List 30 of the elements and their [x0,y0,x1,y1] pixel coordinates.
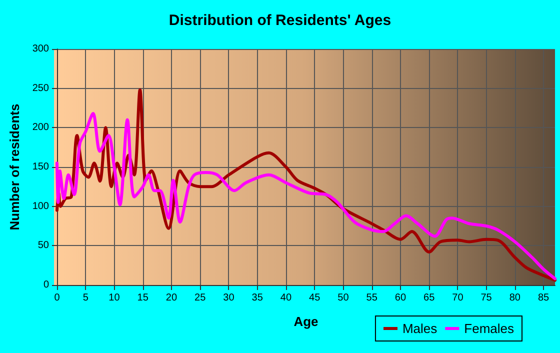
x-tick-label: 40 [280,292,292,304]
x-tick-label: 25 [194,292,206,304]
x-tick-label: 35 [252,292,264,304]
y-tick-label: 150 [32,162,50,172]
y-tick-label: 300 [32,44,50,54]
x-tick-label: 65 [424,292,436,304]
y-tick-label: 0 [43,280,50,290]
x-tick-label: 45 [309,292,321,304]
x-tick-label: 10 [108,292,120,304]
x-tick-label: 55 [366,292,378,304]
legend-label: Females [464,321,514,336]
y-tick-label: 200 [32,122,50,134]
x-tick-label: 50 [338,292,350,304]
y-tick-label: 100 [32,200,50,212]
x-tick-label: 75 [480,292,492,304]
x-tick-label: 80 [509,292,521,304]
x-tick-label: 70 [452,292,464,304]
x-tick-label: 85 [538,292,550,304]
x-tick-label: 5 [82,292,89,304]
y-tick-label: 250 [32,82,50,94]
x-tick-label: 0 [54,292,60,304]
legend-label: Males [402,321,438,336]
x-tick-label: 60 [394,292,406,304]
y-tick-label: 50 [38,240,50,252]
x-axis-title: Age [294,314,318,329]
y-axis-title: Number of residents [7,104,22,230]
x-tick-label: 30 [223,292,235,304]
x-tick-label: 20 [166,292,178,304]
chart-title: Distribution of Residents' Ages [168,12,392,29]
x-tick-label: 15 [137,292,149,304]
